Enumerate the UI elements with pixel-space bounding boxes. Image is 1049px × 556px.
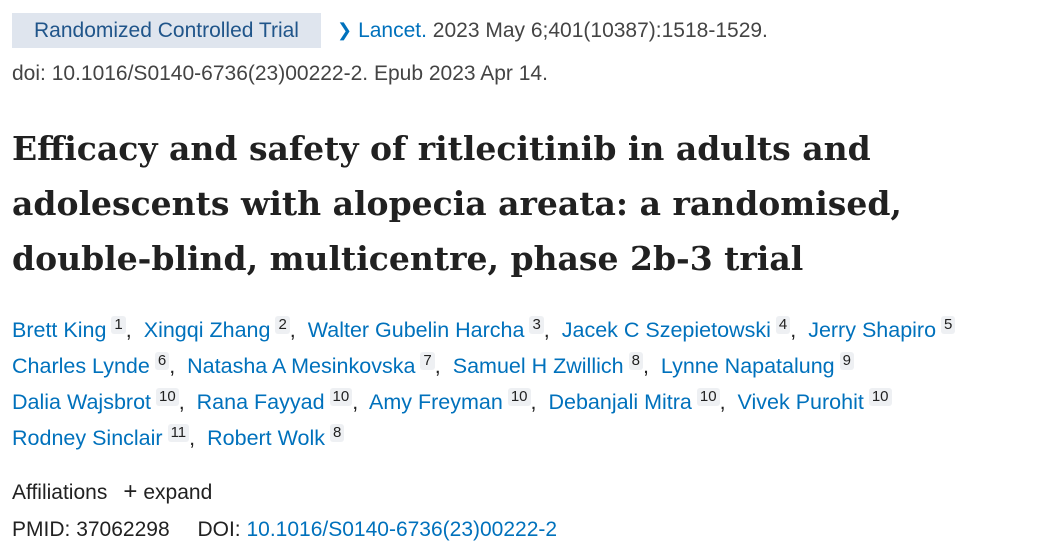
affiliation-number[interactable]: 8 [330,424,345,442]
affiliation-number[interactable]: 3 [529,316,544,334]
affiliation-number[interactable]: 5 [941,316,956,334]
author-name[interactable]: Rodney Sinclair [12,426,163,450]
doi-line: doi: 10.1016/S0140-6736(23)00222-2. Epub… [12,62,548,85]
author-name[interactable]: Vivek Purohit [737,390,864,414]
author: Amy Freyman 10 [369,388,543,414]
author: Walter Gubelin Harcha 3 [307,316,556,342]
author-name[interactable]: Charles Lynde [12,354,150,378]
pmid: 37062298 [76,518,170,541]
identifiers: PMID: 37062298 DOI: 10.1016/S0140-6736(2… [12,518,557,542]
author-name[interactable]: Robert Wolk [207,426,326,450]
citation-bar: Randomized Controlled Trial ❯ Lancet. 20… [12,13,768,48]
author: Robert Wolk 8 [207,424,345,450]
author: Dalia Wajsbrot 10 [12,388,191,414]
expand-icon[interactable]: + [123,478,138,505]
affiliation-number[interactable]: 9 [839,352,854,370]
doi-label: DOI: [197,518,241,541]
author-name[interactable]: Jacek C Szepietowski [561,318,771,342]
chevron-icon[interactable]: ❯ [336,20,353,40]
affiliation-number[interactable]: 10 [329,388,353,406]
affiliation-number[interactable]: 1 [111,316,126,334]
author: Rana Fayyad 10 [196,388,364,414]
author: Charles Lynde 6 [12,352,181,378]
affiliation-number[interactable]: 11 [167,424,190,442]
affiliation-number[interactable]: 10 [156,388,179,406]
author-name[interactable]: Dalia Wajsbrot [12,390,151,414]
author: Debanjali Mitra 10 [548,388,732,414]
author: Jerry Shapiro 5 [808,316,956,342]
author-name[interactable]: Jerry Shapiro [808,318,937,342]
author-name[interactable]: Xingqi Zhang [143,318,271,342]
affiliation-number[interactable]: 6 [154,352,170,370]
author-name[interactable]: Lynne Napatalung [660,354,835,378]
author: Xingqi Zhang 2 [143,316,302,342]
author-name[interactable]: Amy Freyman [369,390,503,414]
pmid-label: PMID: [12,518,71,541]
affiliations-label: Affiliations [12,481,108,504]
author-name[interactable]: Walter Gubelin Harcha [307,318,525,342]
author: Samuel H Zwillich 8 [452,352,655,378]
citation: 2023 May 6;401(10387):1518-1529. [432,18,768,42]
author-name[interactable]: Brett King [12,318,107,342]
journal-link[interactable]: Lancet. [358,18,427,42]
author: Jacek C Szepietowski 4 [561,316,802,342]
affiliation-number[interactable]: 2 [275,316,290,334]
author-name[interactable]: Rana Fayyad [196,390,325,414]
publication-type[interactable]: Randomized Controlled Trial [12,13,321,48]
author: Brett King 1 [12,316,138,342]
affiliation-number[interactable]: 7 [420,352,435,370]
author: Vivek Purohit 10 [737,388,892,414]
author-name[interactable]: Debanjali Mitra [548,390,692,414]
expand-button[interactable]: expand [143,481,213,504]
affiliations: Affiliations + expand [12,478,212,506]
author: Natasha A Mesinkovska 7 [187,352,447,378]
affiliation-number[interactable]: 10 [696,388,720,406]
author-name[interactable]: Samuel H Zwillich [452,354,624,378]
affiliation-number[interactable]: 10 [868,388,892,406]
author: Rodney Sinclair 11 [12,424,201,450]
doi-link[interactable]: 10.1016/S0140-6736(23)00222-2 [246,518,558,541]
affiliation-number[interactable]: 4 [775,316,791,334]
author-name[interactable]: Natasha A Mesinkovska [187,354,416,378]
affiliation-number[interactable]: 10 [507,388,531,406]
article-title: Efficacy and safety of ritlecitinib in a… [12,129,902,278]
affiliation-number[interactable]: 8 [628,352,643,370]
author: Lynne Napatalung 9 [660,352,854,378]
